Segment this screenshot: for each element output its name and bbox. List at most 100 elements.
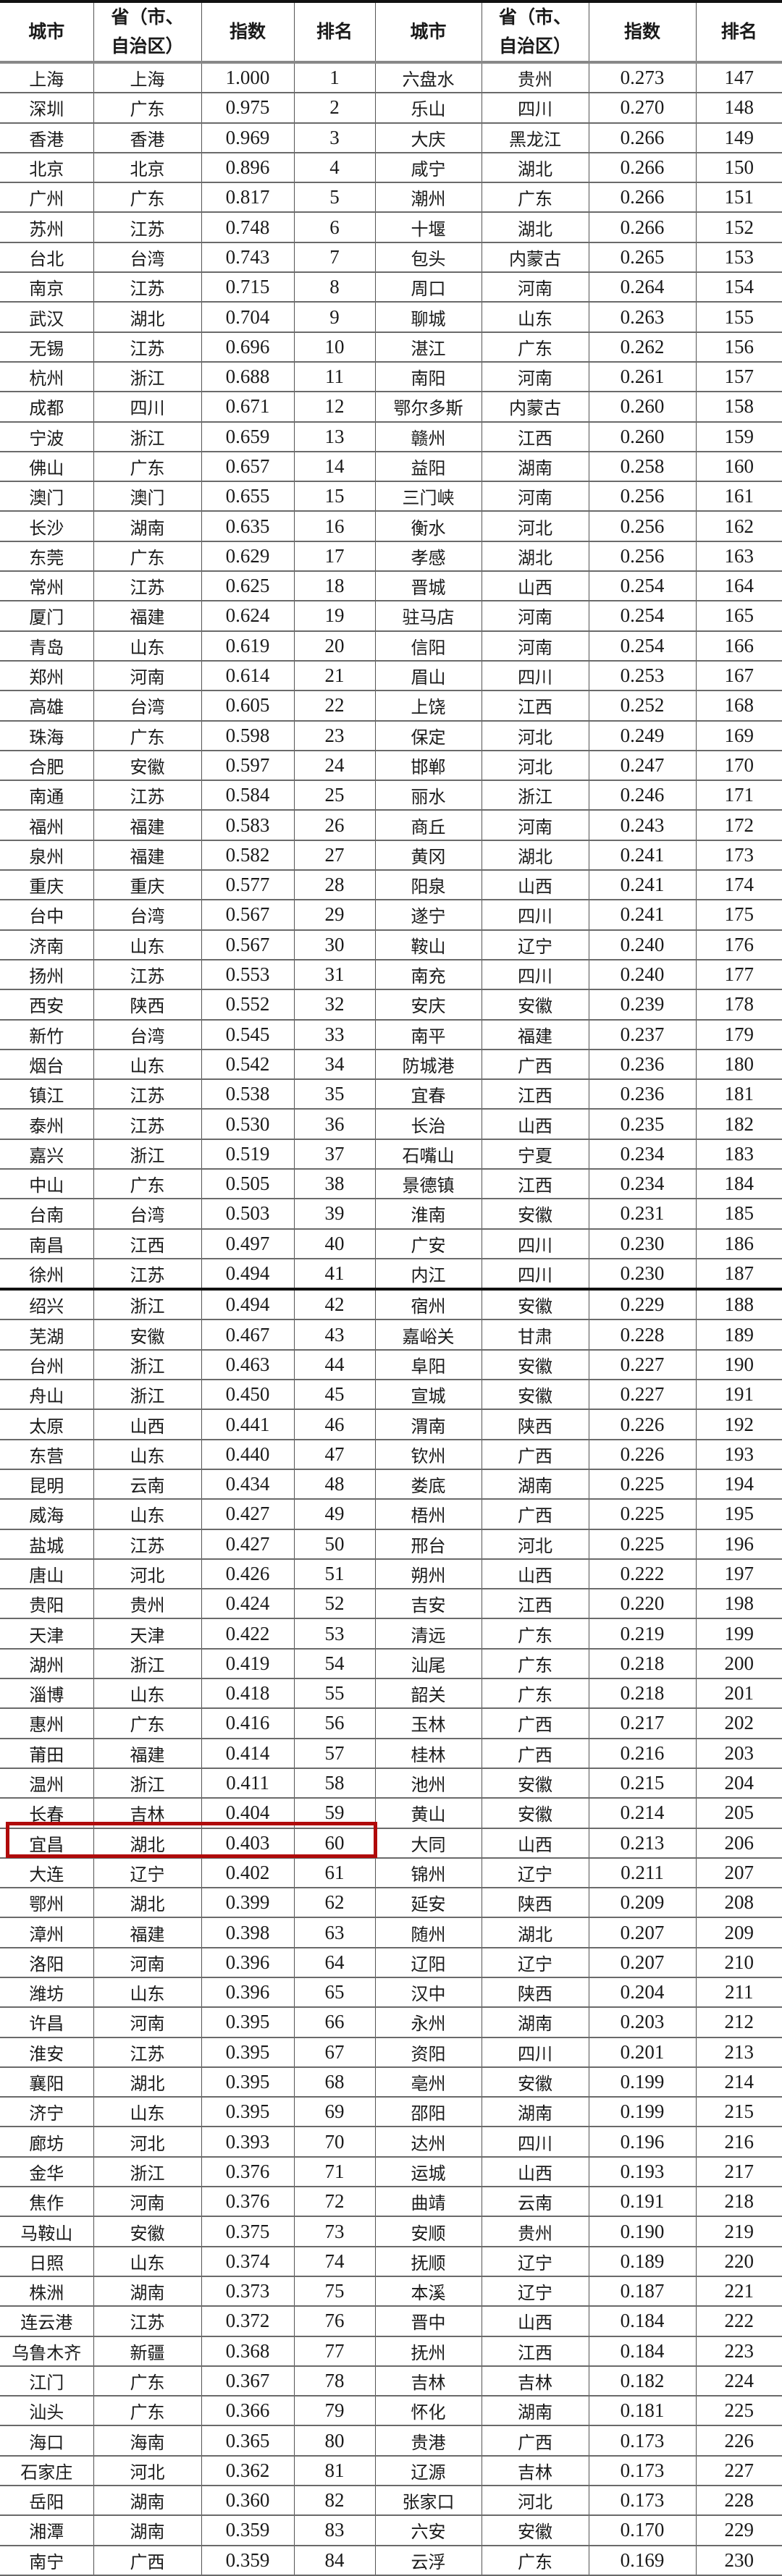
- rank-cell: 78: [293, 2365, 375, 2397]
- province-cell: 江苏: [93, 1529, 201, 1560]
- index-cell: 0.655: [201, 481, 294, 512]
- province-cell: 山东: [93, 1977, 201, 2009]
- city-cell: 常州: [0, 571, 93, 602]
- index-cell: 0.567: [201, 900, 294, 931]
- province-cell: 河南: [481, 630, 589, 662]
- city-cell: 青岛: [0, 630, 93, 662]
- city-cell: 锦州: [374, 1857, 482, 1889]
- province-cell: 台湾: [93, 900, 201, 931]
- city-cell: 周口: [374, 272, 482, 303]
- table-row: 宁波 浙江 0.659 13 赣州 江西 0.260 159: [0, 421, 782, 452]
- index-cell: 0.538: [201, 1079, 294, 1110]
- province-cell: 湖北: [481, 152, 589, 184]
- index-cell: 0.225: [588, 1499, 696, 1530]
- index-cell: 0.266: [588, 122, 696, 153]
- province-cell: 河南: [481, 481, 589, 512]
- table-row: 佛山 广东 0.657 14 益阳 湖南 0.258 160: [0, 451, 782, 483]
- rank-cell: 170: [695, 750, 782, 782]
- city-cell: 襄阳: [0, 2066, 93, 2098]
- province-cell: 四川: [481, 660, 589, 692]
- rank-cell: 43: [293, 1319, 375, 1351]
- table-row: 大连 辽宁 0.402 61 锦州 辽宁 0.211 207: [0, 1857, 782, 1889]
- rank-cell: 204: [695, 1768, 782, 1799]
- city-cell: 南充: [374, 959, 482, 991]
- province-cell: 山西: [481, 870, 589, 901]
- rank-cell: 18: [293, 571, 375, 602]
- rank-cell: 180: [695, 1049, 782, 1081]
- province-cell: 江苏: [93, 1258, 201, 1291]
- province-cell: 辽宁: [481, 1947, 589, 1979]
- rank-cell: 39: [293, 1199, 375, 1230]
- province-cell: 陕西: [93, 989, 201, 1021]
- rank-cell: 153: [695, 242, 782, 274]
- city-cell: 嘉兴: [0, 1139, 93, 1170]
- city-cell: 韶关: [374, 1678, 482, 1710]
- rank-cell: 206: [695, 1828, 782, 1859]
- city-cell: 焦作: [0, 2187, 93, 2218]
- province-cell: 山西: [481, 1828, 589, 1859]
- city-cell: 舟山: [0, 1380, 93, 1411]
- province-cell: 海南: [93, 2425, 201, 2457]
- province-cell: 广东: [93, 1168, 201, 1200]
- index-cell: 0.193: [588, 2156, 696, 2188]
- rank-cell: 71: [293, 2156, 375, 2188]
- rank-cell: 207: [695, 1857, 782, 1889]
- index-cell: 0.231: [588, 1199, 696, 1230]
- province-cell: 广东: [93, 451, 201, 483]
- rank-cell: 25: [293, 780, 375, 811]
- index-cell: 0.402: [201, 1857, 294, 1889]
- rank-cell: 223: [695, 2336, 782, 2367]
- province-cell: 安徽: [481, 1768, 589, 1799]
- table-row: 舟山 浙江 0.450 45 宣城 安徽 0.227 191: [0, 1380, 782, 1411]
- index-cell: 0.625: [201, 571, 294, 602]
- table-row: 济宁 山东 0.395 69 邵阳 湖南 0.199 215: [0, 2097, 782, 2128]
- table-row: 长沙 湖南 0.635 16 衡水 河北 0.256 162: [0, 511, 782, 542]
- rank-cell: 30: [293, 929, 375, 960]
- city-cell: 漳州: [0, 1917, 93, 1948]
- index-cell: 0.201: [588, 2037, 696, 2068]
- city-cell: 武汉: [0, 302, 93, 333]
- table-row: 芜湖 安徽 0.467 43 嘉峪关 甘肃 0.228 189: [0, 1319, 782, 1351]
- rank-cell: 2: [293, 93, 375, 124]
- index-cell: 0.426: [201, 1558, 294, 1590]
- city-cell: 淮安: [0, 2037, 93, 2068]
- rank-cell: 63: [293, 1917, 375, 1948]
- index-cell: 0.169: [588, 2545, 696, 2576]
- index-cell: 0.715: [201, 272, 294, 303]
- province-cell: 台湾: [93, 242, 201, 274]
- index-cell: 0.748: [201, 212, 294, 243]
- table-row: 深圳 广东 0.975 2 乐山 四川 0.270 148: [0, 93, 782, 124]
- index-cell: 0.218: [588, 1648, 696, 1680]
- header-province: 省（市、自治区）: [481, 1, 589, 64]
- rank-cell: 154: [695, 272, 782, 303]
- index-cell: 0.265: [588, 242, 696, 274]
- city-cell: 海口: [0, 2425, 93, 2457]
- table-row: 宜昌 湖北 0.403 60 大同 山西 0.213 206: [0, 1828, 782, 1859]
- province-cell: 澳门: [93, 481, 201, 512]
- index-cell: 0.256: [588, 481, 696, 512]
- city-cell: 资阳: [374, 2037, 482, 2068]
- city-cell: 东莞: [0, 541, 93, 573]
- rank-cell: 17: [293, 541, 375, 573]
- rank-cell: 41: [293, 1258, 375, 1291]
- city-cell: 长春: [0, 1798, 93, 1829]
- province-cell: 辽宁: [481, 2276, 589, 2307]
- province-cell: 山东: [93, 1678, 201, 1710]
- province-cell: 广西: [481, 1708, 589, 1739]
- index-cell: 0.234: [588, 1168, 696, 1200]
- rank-cell: 32: [293, 989, 375, 1021]
- city-cell: 娄底: [374, 1469, 482, 1500]
- index-cell: 0.219: [588, 1618, 696, 1650]
- province-cell: 福建: [93, 810, 201, 841]
- index-cell: 0.896: [201, 152, 294, 184]
- index-cell: 0.190: [588, 2216, 696, 2247]
- rank-cell: 81: [293, 2455, 375, 2487]
- city-cell: 辽阳: [374, 1947, 482, 1979]
- rank-cell: 227: [695, 2455, 782, 2487]
- city-cell: 贵港: [374, 2425, 482, 2457]
- rank-cell: 171: [695, 780, 782, 811]
- city-cell: 上饶: [374, 691, 482, 722]
- rank-cell: 64: [293, 1947, 375, 1979]
- table-row: 汕头 广东 0.366 79 怀化 湖南 0.181 225: [0, 2396, 782, 2427]
